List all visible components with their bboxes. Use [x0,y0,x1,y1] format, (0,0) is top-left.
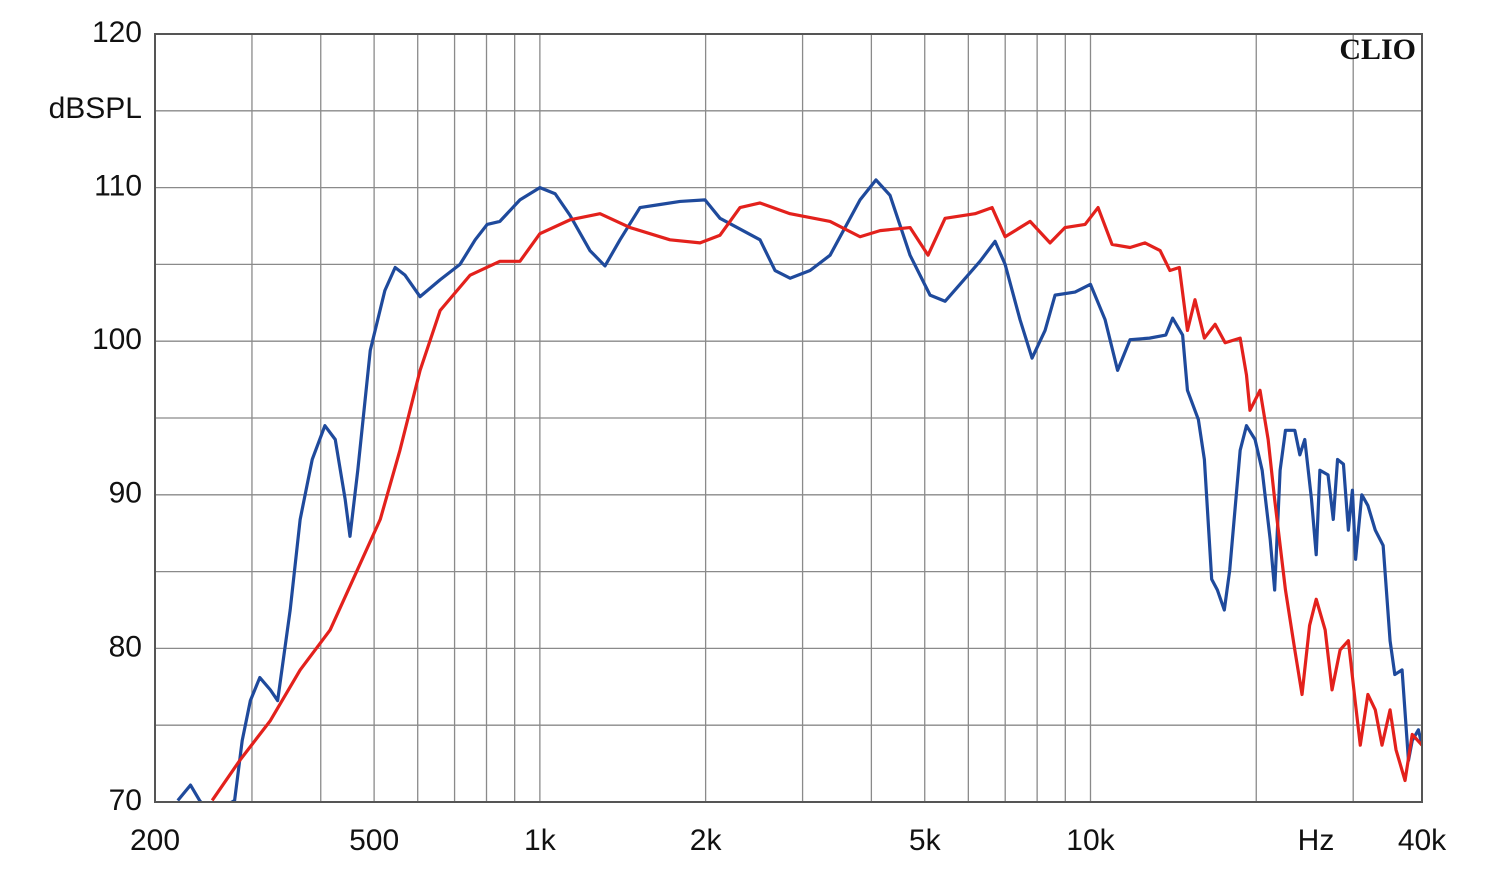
x-tick-label: 2k [690,824,723,857]
y-tick-label: 120 [92,16,142,49]
series-line [176,178,1422,802]
y-tick-label: 100 [92,323,142,356]
x-tick-label: 500 [349,824,399,857]
x-tick-label: 5k [909,824,942,857]
x-tick-label: 40k [1398,824,1447,857]
plot-border [154,33,1423,803]
x-tick-label: 1k [524,824,557,857]
y-tick-label: 70 [109,784,142,817]
y-axis-label: dBSPL [49,92,142,125]
lines [176,178,1422,802]
x-tick-label: 200 [130,824,180,857]
annotation: CLIO [1339,33,1416,66]
y-tick-label: 80 [109,630,142,663]
y-tick-label: 90 [109,477,142,510]
x-axis-label: Hz [1298,824,1335,857]
series-line [210,201,1422,802]
x-tick-label: 10k [1066,824,1115,857]
y-tick-label: 110 [94,170,142,203]
